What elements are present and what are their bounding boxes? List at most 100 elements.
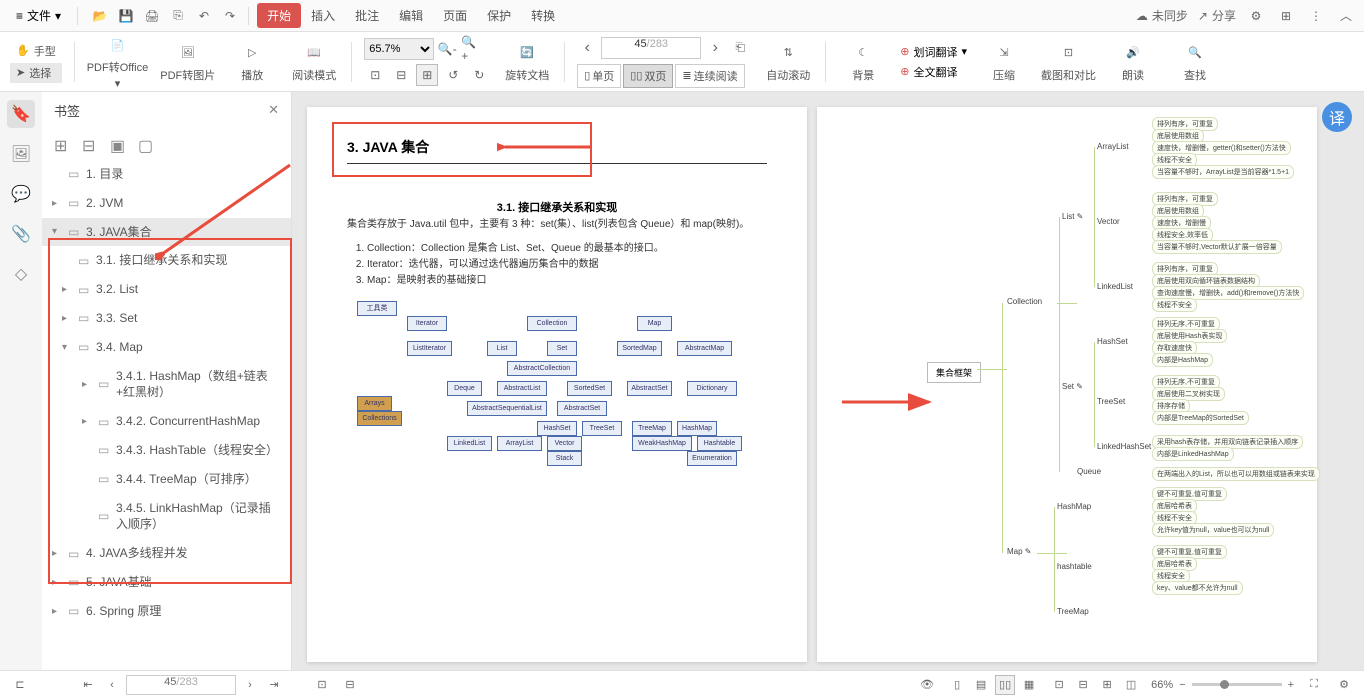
fit-icon[interactable]: ⊟: [1073, 675, 1093, 695]
bookmark-item[interactable]: ▸▭6. Spring 原理: [42, 597, 291, 626]
play-button[interactable]: ▷播放: [227, 41, 277, 83]
full-translate[interactable]: ⊕ 全文翻译: [900, 64, 967, 80]
settings-icon[interactable]: ⚙: [1334, 675, 1354, 695]
page-input[interactable]: 45/283: [601, 37, 701, 59]
first-page[interactable]: ⇤: [78, 675, 98, 695]
zoom-out[interactable]: −: [1179, 679, 1185, 691]
close-icon[interactable]: ✕: [268, 102, 279, 118]
next-page[interactable]: ›: [705, 36, 725, 60]
collapse-icon[interactable]: ︿: [1336, 6, 1356, 26]
fit-width-icon[interactable]: ⊟: [390, 64, 412, 86]
menu-tab[interactable]: 开始: [257, 3, 301, 28]
last-page[interactable]: ⇥: [264, 675, 284, 695]
zoom-slider[interactable]: [1192, 683, 1282, 686]
read-aloud[interactable]: 🔊朗读: [1108, 41, 1158, 83]
gear-icon[interactable]: ⚙: [1246, 6, 1266, 26]
background[interactable]: ☾背景: [838, 41, 888, 83]
window-icon[interactable]: ⊞: [1276, 6, 1296, 26]
expand-arrow[interactable]: ▾: [62, 342, 72, 353]
bookmark-item[interactable]: ▸▭4. JAVA多线程并发: [42, 539, 291, 568]
undo-icon[interactable]: ↶: [194, 6, 214, 26]
bookmark-icon[interactable]: 🔖: [7, 100, 35, 128]
collapse-icon[interactable]: ⊟: [82, 136, 98, 152]
screenshot-compare[interactable]: ⊡截图和对比: [1041, 41, 1096, 83]
pdf-to-office[interactable]: 📄PDF转Office▾: [87, 33, 149, 90]
expand-arrow[interactable]: ▸: [82, 379, 92, 390]
menu-tab[interactable]: 编辑: [389, 3, 433, 28]
expand-arrow[interactable]: ▸: [82, 416, 92, 427]
hand-mode[interactable]: ✋ 手型: [10, 41, 62, 61]
fit-icon[interactable]: ⊞: [1097, 675, 1117, 695]
zoom-select[interactable]: 65.7%: [364, 38, 434, 60]
expand-arrow[interactable]: ▸: [52, 606, 62, 617]
bookmark-item[interactable]: ▸▭3.2. List: [42, 275, 291, 304]
bookmark-item[interactable]: ▭3.4.4. TreeMap（可排序）: [42, 465, 291, 494]
bm-icon[interactable]: ▢: [138, 136, 154, 152]
single-page[interactable]: ▯ 单页: [577, 64, 621, 88]
read-mode[interactable]: 📖阅读模式: [289, 41, 339, 83]
word-translate[interactable]: ⊕ 划词翻译▾: [900, 44, 967, 60]
save-icon[interactable]: 💾: [116, 6, 136, 26]
bookmark-item[interactable]: ▭3.4.5. LinkHashMap（记录插入顺序）: [42, 494, 291, 540]
redo-icon[interactable]: ↷: [220, 6, 240, 26]
fit-page-icon[interactable]: ⊡: [364, 64, 386, 86]
icon-btn[interactable]: ⎘: [168, 6, 188, 26]
more-icon[interactable]: ⋮: [1306, 6, 1326, 26]
pdf-to-image[interactable]: 🖼PDF转图片: [160, 41, 215, 83]
menu-tab[interactable]: 保护: [477, 3, 521, 28]
prev-page[interactable]: ‹: [102, 675, 122, 695]
floating-translate-button[interactable]: 译: [1322, 102, 1352, 132]
continuous-icon[interactable]: ▤: [971, 675, 991, 695]
zoom-in-icon[interactable]: 🔍+: [460, 38, 482, 60]
bookmark-item[interactable]: ▸▭3.4.1. HashMap（数组+链表+红黑树）: [42, 362, 291, 408]
zoom-out-icon[interactable]: 🔍-: [436, 38, 458, 60]
expand-arrow[interactable]: ▸: [52, 548, 62, 559]
comment-icon[interactable]: 💬: [7, 180, 35, 208]
prev-page[interactable]: ‹: [577, 36, 597, 60]
fullscreen-icon[interactable]: ⛶: [1304, 675, 1324, 695]
file-menu[interactable]: ≡ 文件 ▾: [8, 3, 69, 28]
icon[interactable]: ⊡: [312, 675, 332, 695]
attachment-icon[interactable]: 📎: [7, 220, 35, 248]
sync-status[interactable]: ☁ 未同步: [1136, 7, 1188, 24]
page-icon[interactable]: ⎗: [729, 37, 751, 59]
bookmark-item[interactable]: ▭3.4.3. HashTable（线程安全）: [42, 436, 291, 465]
expand-icon[interactable]: ⊞: [54, 136, 70, 152]
share-button[interactable]: ↗ 分享: [1198, 7, 1236, 24]
expand-arrow[interactable]: ▾: [52, 226, 62, 237]
fit-icon[interactable]: ⊡: [1049, 675, 1069, 695]
continuous-read[interactable]: ≣ 连续阅读: [675, 64, 744, 88]
rotate-left-icon[interactable]: ↺: [442, 64, 464, 86]
rotate-doc[interactable]: 🔄旋转文档: [502, 41, 552, 83]
menu-tab[interactable]: 插入: [301, 3, 345, 28]
next-page[interactable]: ›: [240, 675, 260, 695]
zoom-in[interactable]: +: [1288, 679, 1294, 691]
fit-icon[interactable]: ◫: [1121, 675, 1141, 695]
facing-cont-icon[interactable]: ▦: [1019, 675, 1039, 695]
double-page[interactable]: ▯▯ 双页: [623, 64, 673, 88]
rotate-right-icon[interactable]: ↻: [468, 64, 490, 86]
select-mode[interactable]: ➤ 选择: [10, 63, 62, 83]
bookmark-item[interactable]: ▸▭5. JAVA基础: [42, 568, 291, 597]
expand-arrow[interactable]: ▸: [62, 313, 72, 324]
open-icon[interactable]: 📂: [90, 6, 110, 26]
menu-tab[interactable]: 转换: [521, 3, 565, 28]
expand-arrow[interactable]: ▸: [62, 284, 72, 295]
compress[interactable]: ⇲压缩: [979, 41, 1029, 83]
single-page-icon[interactable]: ▯: [947, 675, 967, 695]
eye-icon[interactable]: 👁: [917, 675, 937, 695]
expand-arrow[interactable]: ▸: [52, 577, 62, 588]
shapes-icon[interactable]: ◇: [7, 260, 35, 288]
sidebar-toggle-icon[interactable]: ⊏: [10, 675, 30, 695]
facing-icon[interactable]: ▯▯: [995, 675, 1015, 695]
icon[interactable]: ⊟: [340, 675, 360, 695]
fit-actual-icon[interactable]: ⊞: [416, 64, 438, 86]
print-icon[interactable]: 🖨: [142, 6, 162, 26]
menu-tab[interactable]: 页面: [433, 3, 477, 28]
document-viewer[interactable]: 3. JAVA 集合 3.1. 接口继承关系和实现 集合类存放于 Java.ut…: [292, 92, 1364, 670]
find[interactable]: 🔍查找: [1170, 41, 1220, 83]
bookmark-item[interactable]: ▸▭3.3. Set: [42, 304, 291, 333]
menu-tab[interactable]: 批注: [345, 3, 389, 28]
status-page-input[interactable]: 45/283: [126, 675, 236, 695]
bookmark-item[interactable]: ▸▭3.4.2. ConcurrentHashMap: [42, 407, 291, 436]
